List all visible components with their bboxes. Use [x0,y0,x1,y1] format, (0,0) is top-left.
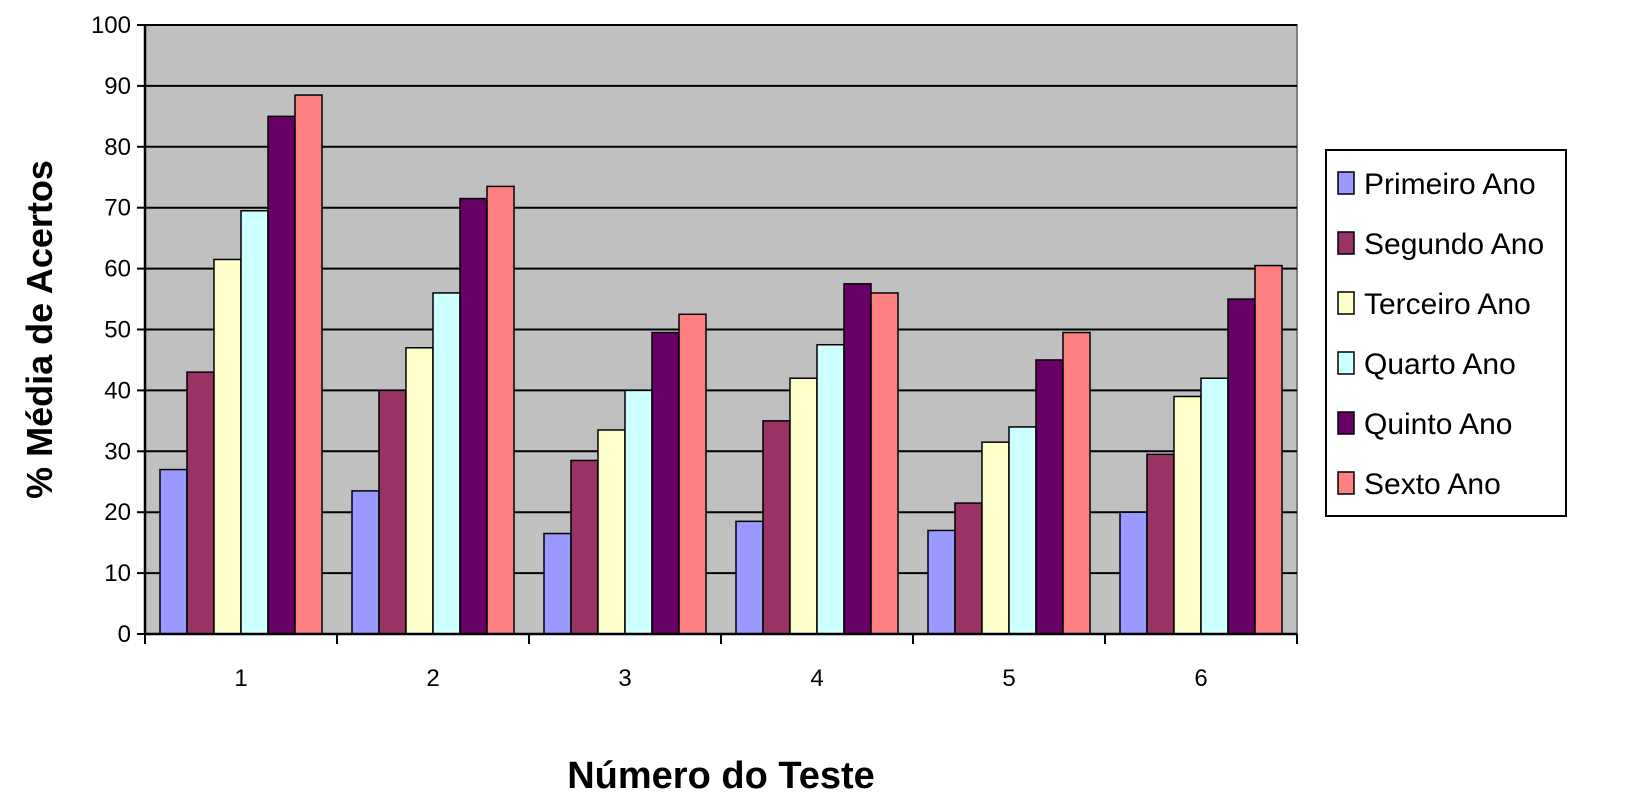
bar [1173,395,1202,635]
bar [1008,426,1037,635]
x-tick-label: 1 [234,665,247,692]
y-tick-label: 70 [104,195,131,222]
y-tick-label: 20 [104,499,131,526]
bar [762,420,791,635]
bar [597,429,626,635]
legend-swatch [1337,291,1355,315]
bar [186,371,215,635]
legend: Primeiro Ano Segundo Ano Terceiro Ano Quart… [1325,149,1567,517]
legend-swatch [1337,231,1355,255]
bar [927,529,956,635]
gridlines [145,24,1297,575]
y-tick-label: 10 [104,560,131,587]
y-tick-label: 60 [104,256,131,283]
legend-label: Quarto Ano [1364,348,1516,381]
y-tick-label: 80 [104,134,131,161]
legend-label: Primeiro Ano [1364,168,1536,201]
bar [1227,298,1256,635]
bar [459,197,488,635]
legend-label: Sexto Ano [1364,468,1501,501]
bar [843,283,872,635]
x-axis-title: Número do Teste [567,755,875,797]
bar [240,209,269,635]
bar [486,185,515,635]
bar [1119,511,1148,635]
bar [543,532,572,635]
bar [294,94,323,635]
bar [351,490,380,635]
bar [405,347,434,635]
bar [789,377,818,635]
y-tick-label: 0 [118,621,131,648]
bar [378,389,407,635]
bar [735,520,764,635]
bar [651,331,680,635]
y-tick-labels: 0 10 20 30 40 50 60 70 80 90 100 [91,12,145,648]
bar [1062,331,1091,635]
bar [1200,377,1229,635]
bar [954,502,983,635]
bar [870,292,899,635]
x-tick-label: 6 [1194,665,1207,692]
bar [678,313,707,635]
x-tick-labels: 1 2 3 4 5 6 [144,634,1298,692]
bar [816,343,845,635]
bar [981,441,1010,635]
bar [267,115,296,635]
legend-box [1325,149,1567,517]
bar [1254,264,1283,635]
legend-label: Quinto Ano [1364,408,1512,441]
legend-swatch [1337,471,1355,495]
legend-swatch [1337,171,1355,195]
bar [432,292,461,635]
bar [1146,453,1175,635]
legend-swatch [1337,351,1355,375]
y-tick-label: 50 [104,317,131,344]
x-tick-label: 3 [618,665,631,692]
y-tick-label: 100 [91,12,131,39]
bar [624,389,653,635]
x-tick-label: 4 [810,665,823,692]
bar [213,258,242,635]
bar [1035,359,1064,635]
y-axis-title: % Média de Acertos [19,160,60,499]
x-tick-label: 2 [426,665,439,692]
x-tick-label: 5 [1002,665,1015,692]
bar [159,468,188,635]
y-tick-label: 40 [104,377,131,404]
y-tick-label: 90 [104,73,131,100]
legend-swatch [1337,411,1355,435]
bar [570,459,599,635]
legend-label: Segundo Ano [1364,228,1544,261]
legend-label: Terceiro Ano [1364,288,1531,321]
y-tick-label: 30 [104,438,131,465]
